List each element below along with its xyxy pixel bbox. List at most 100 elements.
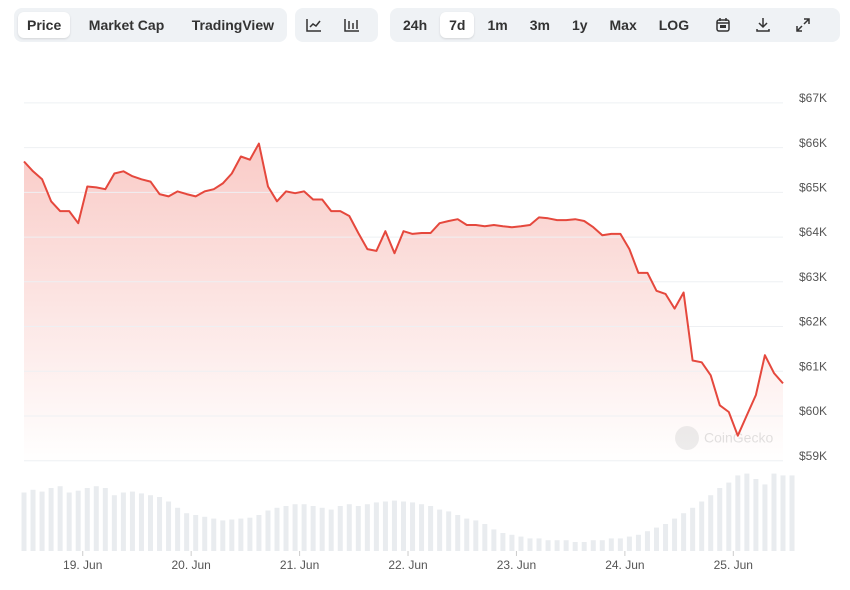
volume-bar bbox=[138, 493, 144, 551]
x-tick-label: 22. Jun bbox=[388, 558, 427, 572]
volume-bar bbox=[57, 486, 63, 551]
volume-bar bbox=[455, 515, 461, 551]
candle-icon bbox=[344, 19, 359, 32]
tab-button[interactable]: 1y bbox=[571, 17, 588, 33]
x-tick-label: 21. Jun bbox=[280, 558, 319, 572]
volume-bar bbox=[48, 488, 54, 551]
y-tick-label: $65K bbox=[799, 180, 827, 194]
volume-bar bbox=[238, 518, 244, 551]
volume-bar bbox=[464, 518, 470, 551]
volume-bar bbox=[599, 540, 605, 551]
x-tick-label: 24. Jun bbox=[605, 558, 644, 572]
volume-bar bbox=[717, 488, 723, 551]
volume-bar bbox=[536, 538, 542, 551]
watermark: CoinGecko bbox=[675, 426, 773, 450]
volume-bar bbox=[753, 479, 759, 551]
volume-bar bbox=[545, 540, 551, 551]
tab-button[interactable]: TradingView bbox=[191, 17, 274, 33]
volume-bar bbox=[129, 491, 135, 551]
tab-button[interactable]: Price bbox=[18, 12, 71, 38]
x-tick-label: 23. Jun bbox=[497, 558, 536, 572]
candle-chart-button[interactable] bbox=[337, 12, 367, 38]
tab-button[interactable]: Max bbox=[609, 17, 637, 33]
chart-style bbox=[295, 8, 378, 42]
tab-button[interactable]: 3m bbox=[529, 17, 550, 33]
volume-bar bbox=[617, 538, 623, 551]
range-tabs: 24h 7d 1m 3m 1y Max LOG bbox=[390, 8, 840, 42]
volume-bar bbox=[608, 538, 614, 551]
volume-bar bbox=[166, 501, 172, 551]
tab-button[interactable]: 24h bbox=[403, 17, 428, 33]
volume-bar bbox=[518, 536, 524, 551]
download-button[interactable] bbox=[748, 12, 778, 38]
volume-bar bbox=[30, 489, 36, 551]
volume-bar bbox=[446, 511, 452, 551]
volume-bar bbox=[301, 504, 307, 551]
volume-bar bbox=[699, 501, 705, 551]
volume-bar bbox=[310, 506, 316, 551]
volume-bar bbox=[346, 504, 352, 551]
volume-bar bbox=[789, 475, 795, 551]
volume-bar bbox=[93, 486, 99, 551]
volume-bar bbox=[500, 533, 506, 551]
volume-bar bbox=[247, 517, 253, 551]
volume-bar bbox=[364, 504, 370, 551]
volume-bar bbox=[527, 538, 533, 551]
y-tick-label: $63K bbox=[799, 270, 827, 284]
volume-bar bbox=[120, 492, 126, 551]
x-tick-label: 19. Jun bbox=[63, 558, 102, 572]
y-tick-label: $66K bbox=[799, 136, 827, 150]
volume-bar bbox=[654, 527, 659, 551]
volume-bar bbox=[708, 495, 714, 551]
volume-bar bbox=[75, 490, 81, 551]
volume-bar bbox=[590, 540, 596, 551]
volume-bar bbox=[382, 501, 388, 551]
volume-bar bbox=[66, 492, 72, 551]
volume-bar bbox=[319, 507, 325, 551]
volume-bar bbox=[292, 504, 298, 551]
y-tick-label: $60K bbox=[799, 404, 827, 418]
volume-bar bbox=[491, 529, 497, 551]
tab-button[interactable]: 7d bbox=[440, 12, 475, 38]
volume-bar bbox=[681, 513, 687, 551]
volume-bar bbox=[482, 524, 488, 551]
tab-button[interactable]: LOG bbox=[658, 17, 690, 33]
volume-bar bbox=[780, 475, 786, 551]
volume-bar bbox=[735, 475, 741, 551]
volume-bar bbox=[102, 488, 108, 551]
volume-bar bbox=[663, 524, 669, 551]
calendar-button[interactable] bbox=[708, 12, 738, 38]
volume-bar bbox=[771, 473, 777, 551]
volume-bar bbox=[410, 502, 416, 551]
line-chart-button[interactable] bbox=[299, 12, 329, 38]
volume-bar bbox=[148, 495, 153, 551]
watermark-text: CoinGecko bbox=[704, 430, 773, 446]
line-icon bbox=[306, 19, 321, 32]
y-tick-label: $62K bbox=[799, 315, 827, 329]
y-tick-label: $59K bbox=[799, 449, 827, 463]
view-tabs: Price Market Cap TradingView bbox=[14, 8, 287, 42]
volume-bar bbox=[84, 488, 90, 551]
volume-bar bbox=[391, 500, 397, 551]
volume-bar bbox=[437, 509, 443, 551]
volume-bar bbox=[554, 540, 560, 551]
y-tick-label: $61K bbox=[799, 359, 827, 373]
volume-bar bbox=[211, 518, 217, 551]
volume-bar bbox=[373, 502, 379, 551]
volume-bar bbox=[473, 520, 479, 551]
volume-bar bbox=[21, 492, 27, 551]
volume-bar bbox=[644, 531, 650, 551]
volume-bar bbox=[581, 542, 587, 551]
volume-bar bbox=[283, 506, 289, 551]
tab-button[interactable]: Market Cap bbox=[88, 17, 165, 33]
volume-bar bbox=[355, 506, 361, 551]
tab-button[interactable]: 1m bbox=[487, 17, 508, 33]
volume-bar bbox=[265, 510, 271, 551]
volume-bar bbox=[762, 484, 768, 551]
volume-bar bbox=[690, 507, 696, 551]
volume-bar bbox=[337, 506, 343, 551]
fullscreen-button[interactable] bbox=[788, 12, 818, 38]
volume-bar bbox=[572, 542, 578, 551]
